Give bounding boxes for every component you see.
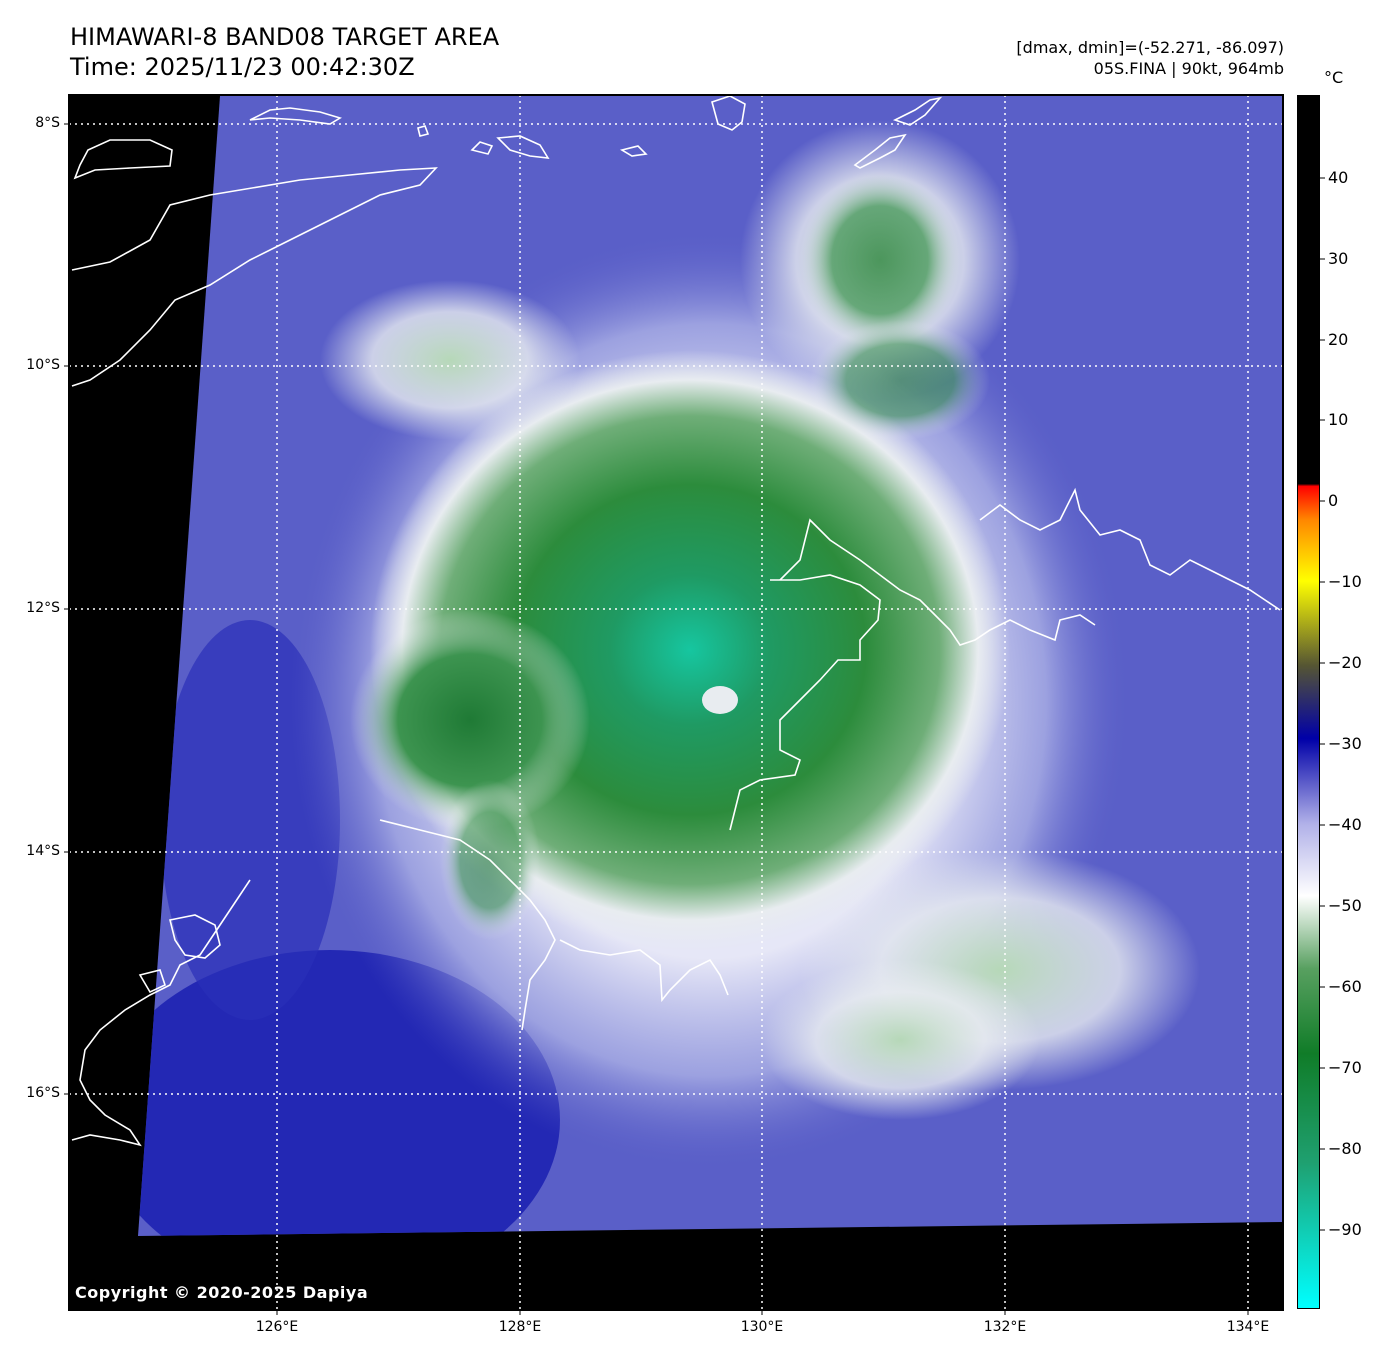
lat-label: 12°S <box>26 600 60 616</box>
lat-label: 8°S <box>35 115 60 131</box>
lon-label: 132°E <box>983 1319 1027 1335</box>
colorbar-tick-label: −30 <box>1328 734 1362 753</box>
lat-label: 10°S <box>26 357 60 373</box>
lon-label: 134°E <box>1226 1319 1270 1335</box>
copyright-notice: Copyright © 2020-2025 Dapiya <box>75 1283 369 1302</box>
satellite-swath <box>138 96 1283 1236</box>
storm-name-intensity: 05S.FINA | 90kt, 964mb <box>1093 59 1284 78</box>
eye-feature <box>702 686 738 714</box>
colorbar-unit: °C <box>1324 68 1344 87</box>
lat-label: 14°S <box>26 843 60 859</box>
colorbar-tick-label: 30 <box>1328 249 1349 268</box>
dmax-dmin-readout: [dmax, dmin]=(-52.271, -86.097) <box>1016 38 1284 57</box>
plot-frame <box>68 94 1284 1311</box>
storm-info: [dmax, dmin]=(-52.271, -86.097) 05S.FINA… <box>1016 37 1284 79</box>
colorbar-tick-label: −60 <box>1328 977 1362 996</box>
title-line-1: HIMAWARI-8 BAND08 TARGET AREA <box>70 23 500 51</box>
graticule <box>69 95 1283 1310</box>
colorbar-tick-label: 0 <box>1328 491 1339 510</box>
colorbar <box>1297 95 1320 1309</box>
lon-label: 130°E <box>740 1319 784 1335</box>
title-line-2: Time: 2025/11/23 00:42:30Z <box>70 53 415 81</box>
colorbar-tick-label: −10 <box>1328 572 1362 591</box>
coastlines <box>71 95 1281 1147</box>
lat-label: 16°S <box>26 1085 60 1101</box>
chart-title: HIMAWARI-8 BAND08 TARGET AREA Time: 2025… <box>70 22 499 82</box>
colorbar-tick-label: 40 <box>1328 168 1349 187</box>
colorbar-tick-label: −40 <box>1328 815 1362 834</box>
lon-label: 126°E <box>255 1319 299 1335</box>
lon-label: 128°E <box>498 1319 542 1335</box>
colorbar-tick-label: −70 <box>1328 1058 1362 1077</box>
colorbar-ticks <box>1320 177 1325 1231</box>
colorbar-tick-label: −20 <box>1328 653 1362 672</box>
colorbar-tick-label: −50 <box>1328 896 1362 915</box>
colorbar-tick-label: 20 <box>1328 330 1349 349</box>
colorbar-tick-label: −80 <box>1328 1139 1362 1158</box>
colorbar-tick-label: −90 <box>1328 1220 1362 1239</box>
colorbar-tick-label: 10 <box>1328 410 1349 429</box>
axis-ticks <box>64 123 1249 1315</box>
